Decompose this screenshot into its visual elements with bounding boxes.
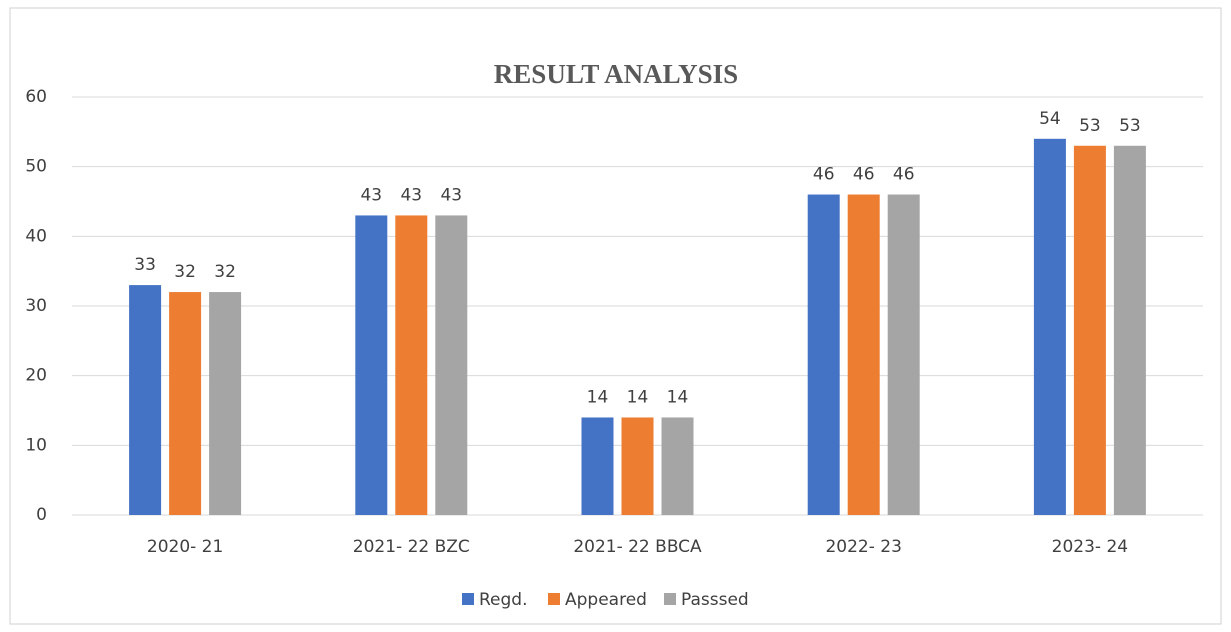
bar <box>887 194 920 516</box>
y-tick-label: 20 <box>25 366 47 386</box>
bar <box>129 285 162 515</box>
data-label: 14 <box>587 387 609 407</box>
bar <box>435 215 468 515</box>
data-label: 46 <box>853 165 875 185</box>
x-tick-label: 2023- 24 <box>1052 537 1128 557</box>
legend-swatch <box>548 593 560 605</box>
x-tick-label: 2021- 22 BZC <box>353 537 470 557</box>
data-label: 46 <box>893 165 915 185</box>
bar <box>355 215 388 515</box>
bar <box>1033 138 1066 516</box>
bar <box>621 417 654 515</box>
bar <box>807 194 840 516</box>
x-tick-label: 2020- 21 <box>147 537 223 557</box>
legend-swatch <box>664 593 676 605</box>
legend-label: Regd. <box>479 590 528 610</box>
bar <box>169 292 202 515</box>
x-tick-label: 2021- 22 BBCA <box>573 537 702 557</box>
bar <box>209 292 242 515</box>
legend-swatch <box>462 593 474 605</box>
data-label: 14 <box>667 387 689 407</box>
data-label: 43 <box>440 185 462 205</box>
y-tick-label: 50 <box>25 157 47 177</box>
bar <box>581 417 614 515</box>
y-tick-label: 0 <box>36 505 47 525</box>
data-label: 32 <box>214 262 236 282</box>
y-tick-label: 60 <box>25 87 47 107</box>
bar <box>1073 145 1106 515</box>
data-label: 46 <box>813 165 835 185</box>
x-tick-label: 2022- 23 <box>825 537 901 557</box>
data-label: 53 <box>1079 116 1101 136</box>
data-label: 53 <box>1119 116 1141 136</box>
data-label: 33 <box>134 255 156 275</box>
chart-title: RESULT ANALYSIS <box>494 59 738 89</box>
y-tick-label: 10 <box>25 435 47 455</box>
data-label: 14 <box>627 387 649 407</box>
legend-label: Appeared <box>565 590 647 610</box>
legend-label: Passsed <box>681 590 749 610</box>
bar <box>661 417 694 515</box>
y-tick-label: 40 <box>25 226 47 246</box>
data-label: 54 <box>1039 109 1061 129</box>
bar <box>847 194 880 516</box>
bar <box>395 215 428 515</box>
data-label: 43 <box>400 185 422 205</box>
data-label: 43 <box>360 185 382 205</box>
bar <box>1113 145 1146 515</box>
data-label: 32 <box>174 262 196 282</box>
y-tick-label: 30 <box>25 296 47 316</box>
